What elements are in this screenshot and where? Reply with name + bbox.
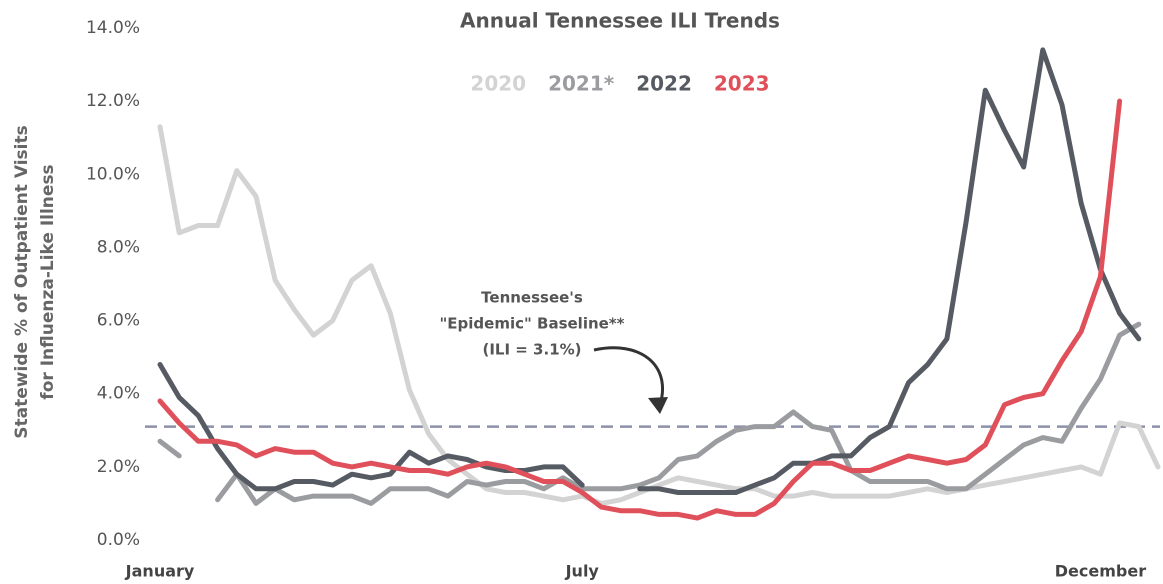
y-tick-label: 8.0% — [97, 237, 140, 257]
annotation-line: Tennessee's — [481, 289, 583, 307]
y-tick-label: 10.0% — [86, 164, 140, 184]
annotation-line: "Epidemic" Baseline** — [439, 315, 624, 333]
x-tick-label: January — [125, 562, 195, 581]
annotation-arrowhead — [648, 397, 668, 414]
legend-entry: 2021* — [548, 72, 615, 96]
y-tick-label: 4.0% — [97, 384, 140, 404]
annotation-arrow — [593, 346, 664, 406]
y-tick-label: 14.0% — [86, 18, 140, 38]
y-tick-label: 0.0% — [97, 530, 140, 550]
y-tick-label: 6.0% — [97, 311, 140, 331]
series-line — [157, 321, 1142, 506]
x-tick-label: December — [1055, 562, 1146, 581]
annotation-line: (ILI = 3.1%) — [482, 341, 581, 359]
chart-title: Annual Tennessee ILI Trends — [460, 9, 780, 33]
y-axis-title: Statewide % of Outpatient Visits for Inf… — [12, 125, 58, 438]
y-axis-title-line: for Influenza-Like Illness — [38, 164, 58, 399]
legend-entry: 2020 — [470, 72, 526, 96]
x-tick-label: July — [565, 562, 600, 581]
series-line — [157, 98, 1123, 521]
annotation: Tennessee's "Epidemic" Baseline** (ILI =… — [439, 289, 668, 414]
y-tick-label: 2.0% — [97, 457, 140, 477]
legend-entry: 2023 — [714, 72, 770, 96]
y-axis-title-line: Statewide % of Outpatient Visits — [12, 125, 32, 438]
y-tick-label: 12.0% — [86, 91, 140, 111]
legend-entry: 2022 — [636, 72, 692, 96]
series-line — [157, 124, 1161, 506]
